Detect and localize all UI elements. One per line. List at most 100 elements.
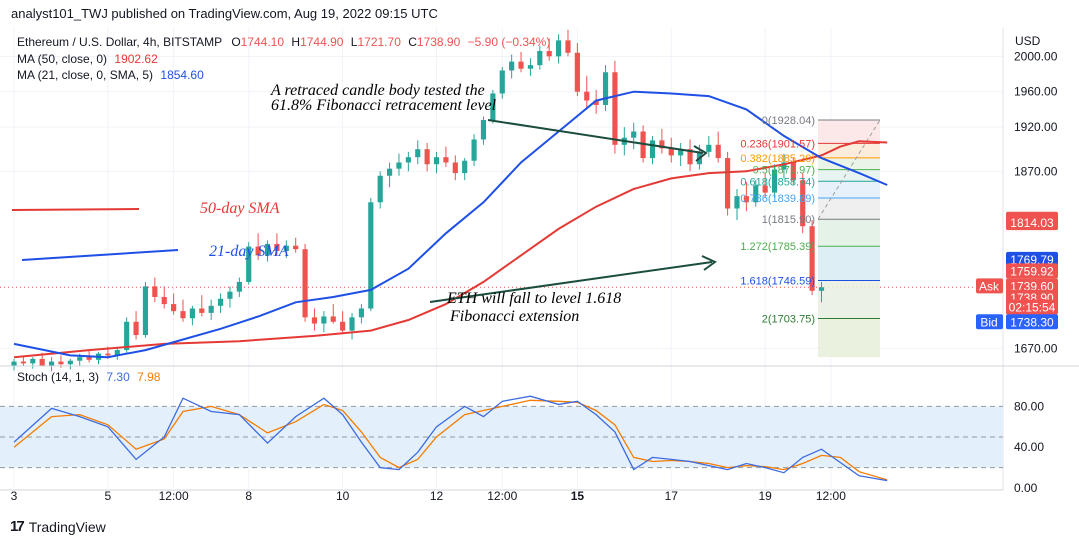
candle-body-75 — [715, 144, 721, 159]
stoch-axis[interactable]: 80.00 40.00 0.00 — [1014, 399, 1044, 495]
sma21-note: 21-day SMA — [209, 243, 289, 260]
stoch-d-value: 7.98 — [137, 370, 161, 384]
stoch-legend-label: Stoch (14, 1, 3) — [17, 370, 99, 384]
candle-body-12 — [124, 321, 130, 351]
ma50-legend[interactable]: MA (50, close, 0) 1902.62 — [17, 52, 158, 66]
candle-body-16 — [161, 296, 167, 305]
fib-band-1 — [818, 143, 880, 158]
price-tag-bg-2 — [1006, 251, 1058, 267]
time-tick-2: 12:00 — [159, 489, 189, 503]
stoch-tick-0: 80.00 — [1014, 399, 1044, 413]
fib-band-6 — [818, 219, 880, 247]
candle-body-37 — [358, 308, 364, 318]
price-tag-bg-4 — [1006, 278, 1058, 294]
price-tick-1: 1960.00 — [1014, 85, 1058, 99]
candle-body-29 — [283, 245, 289, 251]
candle-body-8 — [86, 357, 92, 360]
fall-arrow — [429, 261, 713, 303]
ohlc-low: 1721.70 — [357, 35, 401, 49]
candle-body-54 — [518, 61, 524, 69]
price-tag-bg-6 — [1006, 299, 1058, 315]
fib-label-7: 1.272(1785.39) — [740, 241, 815, 253]
fib-band-3 — [818, 169, 880, 182]
price-tick-4: 1670.00 — [1014, 341, 1058, 355]
candle-body-62 — [593, 100, 599, 105]
time-tick-5: 12 — [430, 489, 444, 503]
candle-body-76 — [725, 158, 731, 209]
time-tick-7: 15 — [571, 489, 585, 503]
candle-body-30 — [293, 245, 299, 250]
candle-body-35 — [340, 321, 346, 331]
fib-label-1: 0.236(1901.57) — [740, 138, 815, 150]
candle-body-83 — [790, 162, 796, 181]
stoch-k-value: 7.30 — [106, 370, 130, 384]
sma21-legend-line — [21, 249, 179, 261]
retrace-note-line2: 61.8% Fibonacci retracement level — [271, 97, 497, 114]
candle-body-27 — [264, 243, 271, 256]
fib-band-4 — [818, 181, 880, 198]
candle-body-49 — [471, 139, 477, 161]
candle-body-34 — [330, 316, 336, 322]
time-tick-9: 19 — [758, 489, 772, 503]
candle-body-33 — [321, 316, 327, 324]
candle-body-78 — [743, 196, 749, 203]
candle-body-66 — [631, 131, 637, 138]
ohlc-open-key: O — [231, 35, 240, 49]
price-tag-bg-3 — [1006, 263, 1058, 279]
ma21-legend[interactable]: MA (21, close, 0, SMA, 5) 1854.60 — [17, 68, 204, 82]
fall-note-line1: ETH will fall to level 1.618 — [446, 290, 621, 307]
candle-body-4 — [48, 361, 55, 366]
candle-body-43 — [415, 149, 421, 158]
price-tag-6: 02:15:54 — [1009, 301, 1056, 315]
ma21-legend-value: 1854.60 — [160, 68, 204, 82]
time-axis[interactable]: 3 5 12:00 8 10 12 12:00 15 17 19 12:00 — [11, 489, 847, 503]
footer: 17 TradingView — [10, 518, 106, 535]
publisher-line: analyst101_TWJ published on TradingView.… — [11, 6, 438, 21]
candle-body-55 — [527, 65, 534, 69]
candle-body-74 — [706, 144, 712, 152]
fib-label-3: 0.5(1871.97) — [753, 165, 815, 177]
price-tick-3: 1870.00 — [1014, 164, 1058, 178]
bid-chip-bg — [976, 314, 1003, 330]
candle-body-80 — [762, 185, 768, 193]
fib-label-0: 0(1928.04) — [762, 115, 815, 127]
price-axis[interactable]: 2000.00 1960.00 1920.00 1870.00 1670.00 — [1014, 49, 1058, 355]
candle-body-21 — [208, 305, 214, 313]
ohlc-open: 1744.10 — [241, 35, 285, 49]
candle-body-26 — [255, 246, 261, 256]
ma21-legend-label: MA (21, close, 0, SMA, 5) — [17, 68, 153, 82]
fib-label-8: 1.618(1746.59) — [740, 276, 815, 288]
time-tick-4: 10 — [336, 489, 350, 503]
fib-band-8 — [818, 280, 880, 319]
time-tick-8: 17 — [665, 489, 679, 503]
candle-body-10 — [105, 353, 111, 356]
sma50-note: 50-day SMA — [200, 200, 280, 217]
candle-body-44 — [424, 149, 430, 165]
stochastic-pane — [0, 395, 1003, 482]
ask-chip-bg — [976, 278, 1003, 294]
stoch-legend[interactable]: Stoch (14, 1, 3) 7.30 7.98 — [17, 370, 161, 384]
candle-body-22 — [217, 298, 224, 306]
price-tick-0: 2000.00 — [1014, 49, 1058, 63]
price-tag-1: 1814.03 — [1010, 216, 1054, 230]
candle-body-48 — [462, 160, 468, 174]
candle-body-32 — [311, 317, 318, 324]
time-tick-0: 3 — [11, 489, 18, 503]
retrace-note-line1: A retraced candle body tested the — [270, 82, 485, 99]
candle-body-31 — [302, 249, 308, 318]
price-tag-bg-7 — [1006, 314, 1058, 330]
price-axis-unit: USD — [1015, 34, 1041, 48]
ohlc-low-key: L — [351, 35, 358, 49]
fibonacci-tool[interactable] — [817, 119, 881, 358]
candle-body-82 — [781, 162, 787, 170]
fib-label-2: 0.382(1885.20) — [740, 153, 815, 165]
candle-body-20 — [199, 308, 205, 313]
ohlc-change: −5.90 (−0.34%) — [468, 35, 551, 49]
retrace-arrowhead — [693, 145, 708, 162]
time-tick-10: 12:00 — [816, 489, 846, 503]
stoch-tick-1: 40.00 — [1014, 440, 1044, 454]
fib-label-6: 1(1815.90) — [762, 214, 815, 226]
candle-body-45 — [433, 157, 440, 165]
ma50-line — [13, 140, 888, 359]
